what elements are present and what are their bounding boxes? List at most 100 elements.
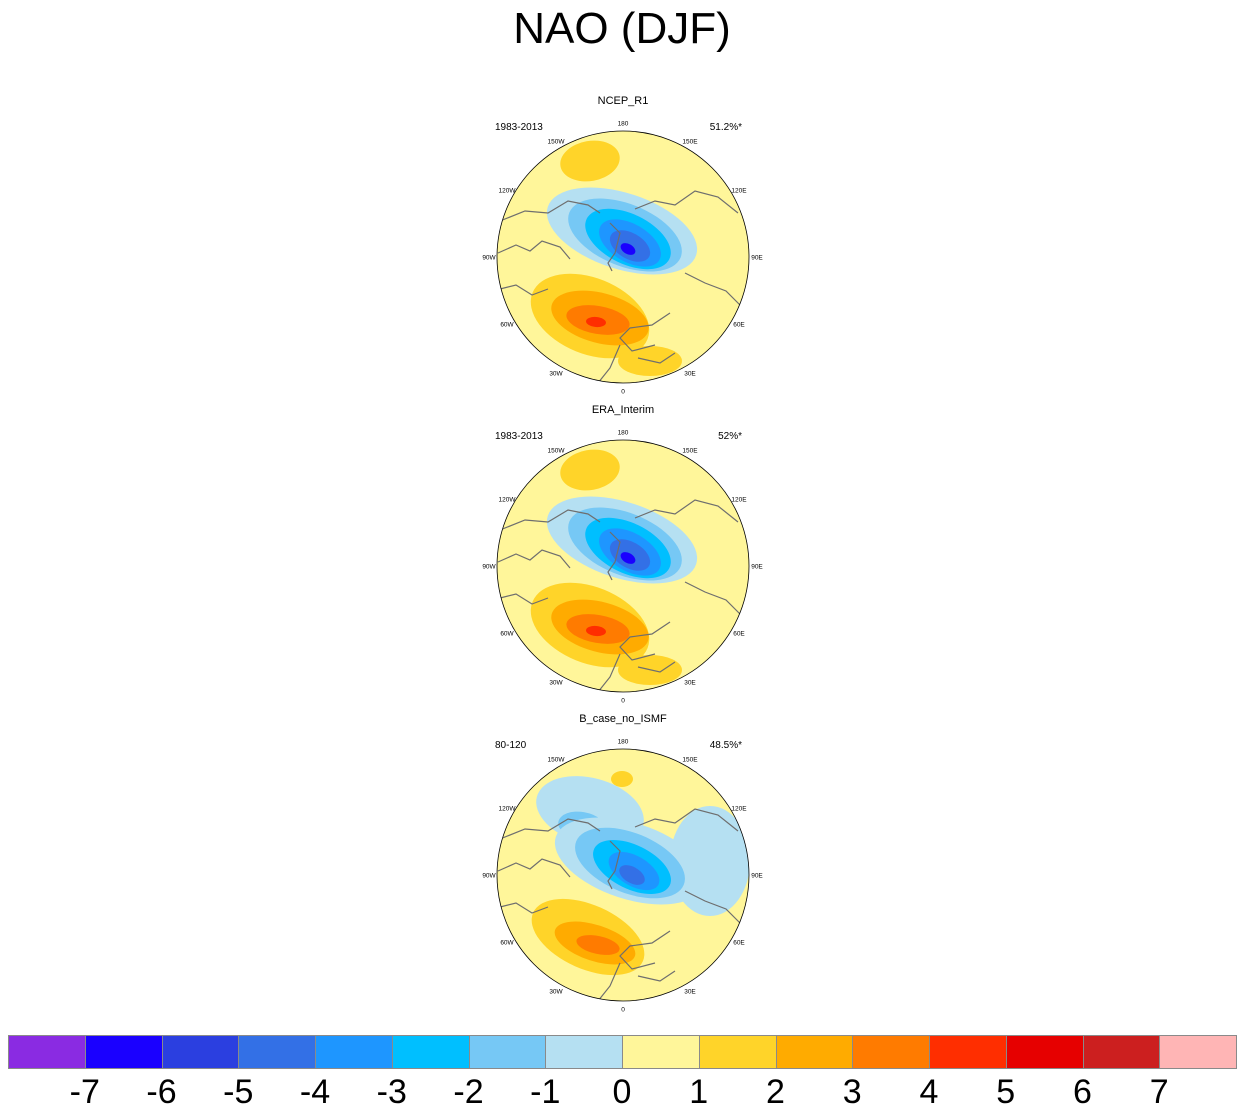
longitude-label: 90E	[751, 255, 763, 262]
longitude-label: 120W	[499, 497, 517, 504]
longitude-label: 60E	[733, 631, 745, 638]
longitude-label: 120E	[731, 188, 747, 195]
longitude-label: 90W	[482, 873, 496, 880]
coastline	[607, 840, 621, 890]
coastline	[597, 344, 621, 383]
colorbar-swatch	[391, 1035, 470, 1069]
colorbar-swatch	[238, 1035, 316, 1069]
longitude-label: 30E	[684, 680, 696, 687]
colorbar-swatch	[929, 1035, 1007, 1069]
coastline	[497, 858, 571, 878]
colorbar-swatch	[1159, 1035, 1237, 1069]
longitude-label: 30W	[549, 680, 563, 687]
panel-title: ERA_Interim	[591, 404, 655, 416]
coastline	[637, 970, 676, 982]
anomaly-fill-arctic-negative	[619, 865, 645, 885]
anomaly-fill-atlantic-positive	[576, 935, 620, 955]
colorbar-swatch	[852, 1035, 930, 1069]
longitude-label: 150E	[682, 139, 698, 146]
colorbar-swatch	[622, 1035, 700, 1069]
anomaly-fill-arctic-negative	[620, 243, 636, 255]
longitude-label: 30W	[549, 989, 563, 996]
longitude-label: 30E	[684, 371, 696, 378]
longitude-label: 150W	[548, 139, 566, 146]
coastline	[634, 499, 739, 523]
panel-explained-variance: 48.5%*	[709, 740, 742, 751]
coastline	[634, 808, 739, 832]
coastline	[607, 531, 621, 581]
longitude-label: 0	[621, 1007, 625, 1014]
panel-period: 1983-2013	[495, 431, 543, 442]
polar-map-era: 0 30E 60E 90E 120E 150E 180 150W 120W 90W 60W 30W	[482, 430, 763, 705]
colorbar-tick-label: 3	[842, 1073, 862, 1111]
colorbar-tick-label: 7	[1149, 1073, 1169, 1111]
coastline	[684, 272, 741, 306]
map-border	[496, 748, 750, 1002]
coastline	[637, 661, 676, 673]
panel-explained-variance: 51.2%*	[709, 122, 742, 133]
panel-explained-variance: 52%*	[718, 431, 742, 442]
longitude-label: 60W	[500, 631, 514, 638]
colorbar-swatch	[468, 1035, 547, 1069]
longitude-label: 120W	[499, 806, 517, 813]
colorbar-tick-label: -6	[146, 1073, 177, 1111]
coastline	[499, 593, 549, 605]
map-panel-era: ERA_Interim 1983-2013 52%* 0 30E 60E 90E 120…	[470, 404, 776, 704]
longitude-label: 120E	[731, 497, 747, 504]
longitude-label: 150W	[548, 448, 566, 455]
longitude-label: 60W	[500, 940, 514, 947]
colorbar-tick-label: -3	[376, 1073, 407, 1111]
longitude-label: 60E	[733, 322, 745, 329]
longitude-label: 150E	[682, 757, 698, 764]
polar-map-ncep: 0 30E 60E 90E 120E 150E 180 150W 120W 90W 60W 30W	[482, 121, 763, 396]
longitude-label: 150E	[682, 448, 698, 455]
longitude-label: 30E	[684, 989, 696, 996]
colorbar	[8, 1035, 1237, 1069]
polar-map-bcase: 0 30E 60E 90E 120E 150E 180 150W 120W 90W 60W 30W	[482, 739, 763, 1014]
longitude-label: 60E	[733, 940, 745, 947]
longitude-label: 120E	[731, 806, 747, 813]
anomaly-fill-pacific-positive	[611, 771, 633, 787]
anomaly-fill-arctic-negative	[620, 552, 636, 564]
colorbar-tick-label: 0	[612, 1073, 632, 1111]
coastline	[499, 284, 549, 296]
panel-period: 1983-2013	[495, 122, 543, 133]
coastline	[619, 930, 671, 970]
colorbar-swatch	[315, 1035, 393, 1069]
colorbar-swatch	[84, 1035, 163, 1069]
coastline	[684, 890, 741, 924]
colorbar-swatch	[775, 1035, 854, 1069]
main-title: NAO (DJF)	[513, 4, 731, 53]
map-border	[496, 439, 750, 693]
longitude-label: 30W	[549, 371, 563, 378]
coastline	[619, 621, 671, 661]
longitude-label: 90W	[482, 255, 496, 262]
colorbar-tick-label: 4	[919, 1073, 939, 1111]
coastline	[499, 509, 601, 531]
coastline	[499, 818, 601, 840]
colorbar-tick-label: -2	[453, 1073, 484, 1111]
colorbar-swatch	[8, 1035, 86, 1069]
coastline	[637, 352, 676, 364]
colorbar-swatch	[161, 1035, 240, 1069]
longitude-label: 60W	[500, 322, 514, 329]
coastline	[499, 902, 549, 914]
longitude-label: 150W	[548, 757, 566, 764]
anomaly-fill-pacific-positive	[560, 449, 620, 491]
coastline	[634, 190, 739, 214]
panel-title: NCEP_R1	[597, 95, 649, 107]
longitude-label: 180	[618, 739, 629, 746]
anomaly-fill-pacific-positive	[560, 140, 620, 182]
colorbar-tick-label: -7	[69, 1073, 100, 1111]
colorbar-tick-label: 5	[996, 1073, 1016, 1111]
panel-title: B_case_no_ISMF	[579, 713, 667, 725]
coastline	[499, 200, 601, 222]
map-border	[496, 130, 750, 384]
map-panel-ncep: NCEP_R1 1983-2013 51.2%* 0 30E 60E 90E 120E 1…	[470, 95, 776, 395]
coastline	[497, 240, 571, 260]
colorbar-swatch	[1005, 1035, 1084, 1069]
colorbar-swatch	[1082, 1035, 1161, 1069]
longitude-label: 0	[621, 389, 625, 396]
colorbar-swatch	[545, 1035, 623, 1069]
colorbar-tick-label: -5	[223, 1073, 254, 1111]
